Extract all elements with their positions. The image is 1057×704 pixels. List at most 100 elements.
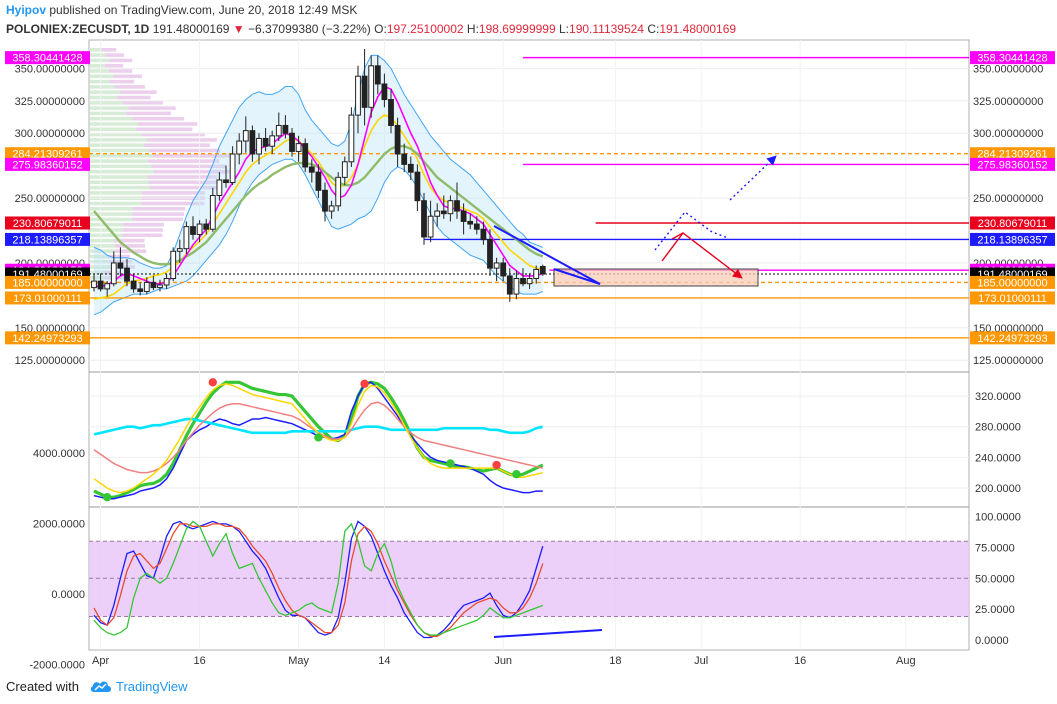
- price-tick-label: 250.00000000: [15, 193, 85, 205]
- candle-body: [209, 195, 216, 230]
- candle-body: [97, 280, 104, 290]
- volume-bar: [144, 143, 211, 147]
- volume-profile: [90, 48, 232, 280]
- candle-body: [407, 163, 414, 173]
- date-tick-label: Jun: [494, 655, 512, 667]
- candle-body: [143, 281, 150, 292]
- open-label: O:: [374, 22, 387, 36]
- volume-bar: [90, 238, 115, 243]
- close-value: 191.48000169: [659, 22, 737, 36]
- candle-body: [335, 176, 342, 207]
- volume-bar: [90, 143, 145, 147]
- author-name[interactable]: Hyipov: [6, 3, 47, 17]
- ohlc-bar: POLONIEX:ZECUSDT, 1D 191.48000169 ▼ −6.3…: [6, 22, 736, 36]
- volume-bar: [90, 185, 150, 190]
- volume-bar: [90, 228, 123, 232]
- volume-bar: [90, 95, 118, 100]
- symbol-label[interactable]: POLONIEX:ZECUSDT, 1D: [6, 22, 150, 36]
- volume-bar: [90, 159, 149, 163]
- divergence-line: [493, 629, 603, 638]
- candle-body: [361, 75, 368, 108]
- projection-arrow: [671, 232, 684, 240]
- volume-bar: [119, 90, 157, 94]
- price-tick-label: 350.00000000: [15, 63, 85, 75]
- candle-body: [506, 275, 513, 295]
- candle-body: [434, 210, 441, 217]
- candle-body: [328, 205, 335, 212]
- price-tick-label: 350.00000000: [973, 63, 1043, 75]
- price-tag-label: 173.01000111: [978, 293, 1047, 305]
- candle-body: [242, 130, 249, 142]
- volume-bar: [90, 233, 123, 238]
- volume-bar: [90, 175, 148, 179]
- volume-bar: [90, 111, 127, 116]
- signal-marker: [512, 470, 521, 479]
- price-tag-label: 358.30441428: [977, 53, 1047, 65]
- date-tick-label: 16: [794, 655, 806, 667]
- candle-body: [401, 153, 408, 165]
- candle-body: [341, 161, 348, 178]
- date-tick-label: Jul: [694, 655, 708, 667]
- low-value: 190.11139524: [569, 22, 644, 36]
- price-tick-label: 325.00000000: [973, 96, 1043, 108]
- momentum-line: [93, 417, 544, 436]
- projection-path: [729, 155, 777, 201]
- volume-bar: [148, 180, 221, 185]
- signal-marker: [103, 492, 112, 502]
- volume-bar: [90, 275, 106, 280]
- volume-bar: [104, 63, 123, 68]
- candle-body: [440, 210, 447, 215]
- volume-bar: [90, 127, 137, 132]
- volume-bar: [128, 106, 176, 110]
- volume-bar: [90, 132, 142, 137]
- price-tag: [5, 216, 90, 230]
- volume-bar: [122, 233, 163, 238]
- candle-body: [322, 189, 328, 212]
- candle-body: [130, 280, 137, 290]
- volume-bar: [117, 95, 151, 100]
- created-with: Created with: [6, 679, 79, 694]
- candle-body: [117, 262, 124, 269]
- candle-body: [183, 226, 190, 250]
- volume-bar: [114, 244, 146, 248]
- volume-bar: [107, 254, 130, 259]
- volume-bar: [90, 217, 132, 222]
- volume-bar: [90, 101, 123, 105]
- date-tick-label: 14: [378, 655, 390, 667]
- volume-bar: [90, 53, 106, 57]
- date-tick-label: Aug: [896, 655, 916, 667]
- volume-bar: [131, 217, 183, 222]
- plot-frame: [88, 39, 970, 651]
- price-tag: [5, 331, 90, 345]
- candle-body: [262, 137, 269, 147]
- oscillator-tick-label: 0.0000: [975, 635, 1009, 647]
- price-tag: [5, 147, 90, 161]
- bollinger-upper: [93, 54, 543, 269]
- signal-marker: [446, 459, 455, 468]
- volume-bar: [123, 222, 164, 227]
- price-tag-label: 185.00000000: [977, 277, 1047, 289]
- volume-bar: [132, 116, 185, 121]
- volume-bar: [90, 116, 133, 121]
- signal-marker: [208, 378, 217, 387]
- volume-bar: [149, 185, 223, 190]
- candle-body: [190, 226, 196, 235]
- candle-body: [427, 215, 434, 238]
- price-tag-label: 173.01000111: [13, 293, 82, 305]
- volume-bar: [114, 238, 145, 243]
- tradingview-link[interactable]: TradingView: [116, 679, 188, 694]
- candle-body: [348, 114, 355, 163]
- candle-body: [302, 143, 309, 168]
- volume-bar: [90, 138, 148, 142]
- candle-body: [229, 153, 236, 184]
- price-tag: [970, 51, 1055, 65]
- volume-bar: [132, 207, 186, 211]
- volume-bar: [90, 90, 120, 94]
- candle-body: [282, 124, 289, 134]
- oscillator-tick-label: 25.0000: [975, 604, 1015, 616]
- oscillator-left-tick-label: 0.0000: [51, 589, 85, 601]
- price-tick-label: 125.00000000: [15, 355, 85, 367]
- price-tag: [970, 157, 1055, 171]
- oscillator-line: [93, 520, 544, 636]
